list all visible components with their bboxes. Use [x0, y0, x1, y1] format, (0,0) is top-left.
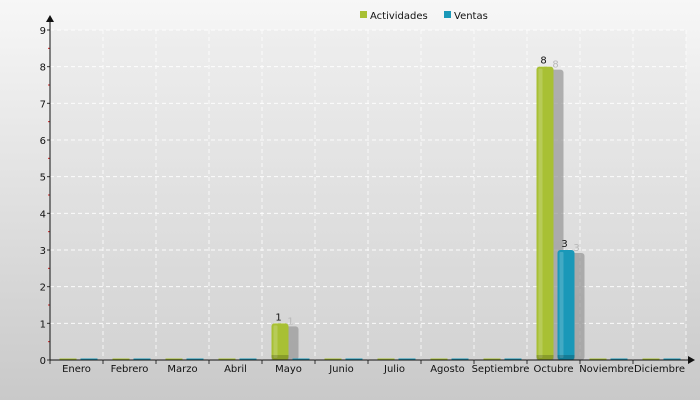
bar-base: [536, 355, 554, 360]
bar-base: [271, 355, 289, 360]
bar-actividades-septiembre: [483, 358, 501, 360]
data-label-shadow: 1: [287, 316, 293, 327]
bar-ventas-agosto: [451, 358, 469, 360]
tick-labels: Enero Febrero Marzo Abril Mayo Junio Julio Agos…: [40, 26, 685, 375]
grid: [49, 29, 687, 360]
x-tick-label: Diciembre: [634, 364, 685, 375]
bar-actividades-noviembre: [589, 358, 607, 360]
legend-label: Ventas: [454, 11, 488, 22]
y-tick-label: 1: [40, 319, 46, 330]
x-tick-label: Marzo: [167, 364, 197, 375]
bar-actividades-diciembre: [642, 358, 660, 360]
x-tick-label: Junio: [328, 364, 354, 375]
bar-ventas-julio: [398, 358, 416, 360]
bar-highlight: [273, 325, 278, 358]
y-tick-label: 9: [40, 26, 46, 37]
bar-ventas-marzo: [186, 358, 204, 360]
data-label-shadow: 8: [552, 60, 558, 71]
bar-base: [557, 355, 575, 360]
data-label: 1: [275, 312, 281, 323]
bar-actividades-agosto: [430, 358, 448, 360]
y-tick-label: 3: [40, 246, 46, 257]
bar-ventas-diciembre: [663, 358, 681, 360]
x-axis-arrow: [688, 356, 695, 364]
bar-actividades-enero: [59, 358, 77, 360]
bar-actividades-octubre: [536, 66, 554, 361]
legend: Actividades Ventas: [360, 11, 488, 22]
bar-highlight: [559, 252, 564, 358]
bar-actividades-julio: [377, 358, 395, 360]
data-label: 8: [540, 56, 546, 67]
bar-ventas-mayo: [292, 358, 310, 360]
bar-ventas-junio: [345, 358, 363, 360]
x-tick-label: Enero: [62, 364, 91, 375]
legend-swatch: [360, 11, 367, 18]
y-axis-arrow: [46, 15, 54, 22]
bar-ventas-abril: [239, 358, 257, 360]
legend-swatch: [444, 11, 451, 18]
bar-ventas-enero: [80, 358, 98, 360]
y-tick-label: 6: [40, 136, 46, 147]
data-label: 3: [561, 239, 567, 250]
x-tick-label: Septiembre: [472, 364, 530, 375]
x-tick-label: Mayo: [275, 364, 302, 375]
y-tick-label: 2: [40, 283, 46, 294]
x-tick-label: Octubre: [533, 364, 573, 375]
y-tick-label: 0: [40, 356, 46, 367]
y-tick-label: 8: [40, 63, 46, 74]
bar-actividades-febrero: [112, 358, 130, 360]
bars: 1 1 8 8 3 3: [59, 56, 681, 361]
data-label-shadow: 3: [573, 243, 579, 254]
x-tick-label: Agosto: [430, 364, 465, 375]
x-tick-label: Febrero: [111, 364, 149, 375]
bar-actividades-junio: [324, 358, 342, 360]
legend-label: Actividades: [370, 11, 428, 22]
bar-ventas-noviembre: [610, 358, 628, 360]
bar-ventas-octubre: [557, 250, 575, 360]
bar-actividades-abril: [218, 358, 236, 360]
bar-actividades-mayo: [271, 323, 289, 360]
y-tick-label: 5: [40, 173, 46, 184]
x-tick-label: Abril: [224, 364, 247, 375]
y-tick-label: 4: [40, 209, 46, 220]
bar-actividades-marzo: [165, 358, 183, 360]
x-tick-label: Noviembre: [579, 364, 634, 375]
y-tick-label: 7: [40, 99, 46, 110]
axes: [46, 15, 695, 364]
bar-ventas-septiembre: [504, 358, 522, 360]
x-tick-label: Julio: [383, 364, 405, 375]
bar-highlight: [538, 68, 543, 359]
bar-ventas-febrero: [133, 358, 151, 360]
